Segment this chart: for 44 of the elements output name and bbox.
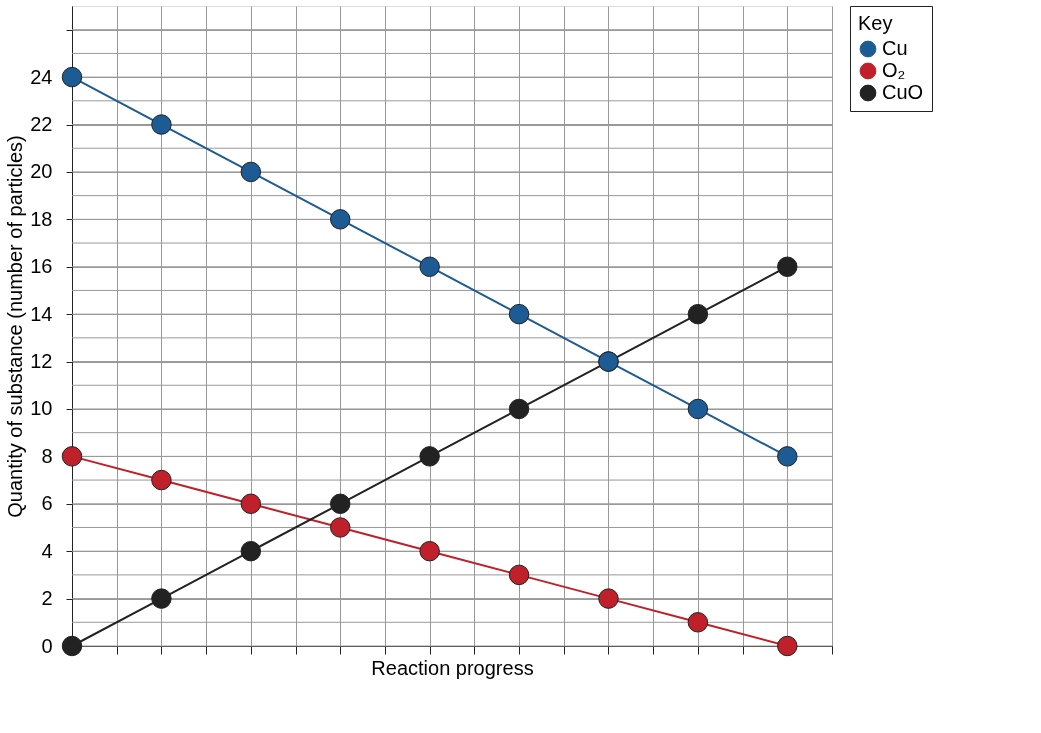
point — [419, 540, 440, 562]
y-tick-label: 16 — [30, 255, 53, 278]
point — [240, 493, 262, 515]
point — [329, 517, 351, 538]
point — [61, 446, 83, 467]
point — [151, 469, 172, 491]
point — [419, 446, 440, 467]
point — [61, 635, 83, 657]
y-tick-label: 4 — [41, 539, 53, 562]
x-axis-title: Reaction progress — [371, 657, 534, 679]
point — [777, 446, 798, 467]
point — [508, 398, 530, 420]
point — [240, 161, 262, 183]
legend-label: CuO — [882, 81, 924, 103]
y-tick-label: 10 — [30, 397, 53, 420]
y-tick-label: 12 — [30, 350, 53, 373]
point — [329, 209, 351, 230]
point — [598, 588, 619, 609]
y-tick-label: 24 — [30, 65, 53, 88]
point — [329, 493, 351, 515]
point — [687, 303, 709, 325]
point — [508, 564, 530, 586]
y-tick-label: 18 — [30, 207, 53, 230]
point — [777, 256, 798, 277]
y-tick-label: 14 — [30, 302, 53, 325]
legend-label: Cu — [882, 37, 908, 59]
y-tick-label: 22 — [30, 113, 53, 136]
y-tick-label: 6 — [41, 492, 53, 515]
y-tick-label: 8 — [41, 444, 53, 467]
y-tick-label: 0 — [41, 634, 53, 657]
y-axis-title: Quantity of substance (number of particles) — [4, 135, 27, 518]
y-tick-label: 20 — [30, 160, 53, 183]
point — [687, 398, 709, 420]
legend-label: O₂ — [882, 59, 906, 81]
point — [777, 635, 798, 657]
legend-title: Key — [858, 12, 893, 34]
point — [508, 303, 530, 325]
point — [151, 114, 172, 135]
point — [240, 540, 262, 562]
point — [61, 66, 83, 88]
y-tick-label: 2 — [41, 587, 53, 610]
point — [687, 612, 709, 633]
point — [151, 588, 172, 609]
point — [419, 256, 440, 277]
